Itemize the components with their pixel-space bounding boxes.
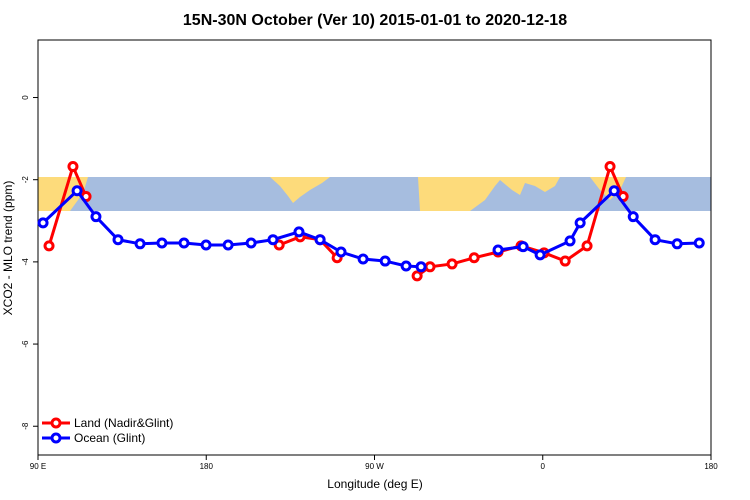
data-point (134, 238, 146, 250)
data-point (559, 255, 571, 267)
data-point (574, 217, 586, 229)
data-point (90, 211, 102, 223)
data-point (468, 252, 480, 264)
y-axis-label: XCO2 - MLO trend (ppm) (1, 181, 15, 316)
x-axis-label: Longitude (deg E) (327, 477, 422, 491)
legend: Land (Nadir&Glint)Ocean (Glint) (42, 416, 173, 445)
data-point (245, 237, 257, 249)
data-point (581, 240, 593, 252)
data-point (43, 240, 55, 252)
data-point (446, 258, 458, 270)
data-point (424, 261, 436, 273)
legend-marker (50, 417, 62, 429)
x-tick-label: 180 (200, 462, 214, 471)
data-point (604, 161, 616, 173)
data-point (411, 270, 423, 282)
data-point (608, 185, 620, 197)
data-point (200, 239, 212, 251)
data-point (67, 161, 79, 173)
data-point (267, 234, 279, 246)
data-point (112, 234, 124, 246)
y-tick-label: -4 (21, 258, 30, 266)
data-point (627, 211, 639, 223)
data-point (37, 217, 49, 229)
data-point (335, 246, 347, 258)
data-point (534, 249, 546, 261)
legend-label: Land (Nadir&Glint) (74, 416, 173, 430)
legend-label: Ocean (Glint) (74, 431, 145, 445)
data-point (178, 237, 190, 249)
data-point (71, 185, 83, 197)
x-tick-label: 0 (541, 462, 546, 471)
data-point (649, 234, 661, 246)
y-tick-label: -8 (21, 422, 30, 430)
x-tick-label: 90 W (365, 462, 384, 471)
data-point (314, 234, 326, 246)
data-point (379, 255, 391, 267)
data-point (671, 238, 683, 250)
x-tick-label: 90 E (30, 462, 46, 471)
x-tick-label: 180 (704, 462, 718, 471)
data-point (564, 235, 576, 247)
data-point (156, 237, 168, 249)
legend-marker (50, 432, 62, 444)
data-point (357, 253, 369, 265)
data-point (293, 226, 305, 238)
data-point (415, 261, 427, 273)
data-point (492, 244, 504, 256)
y-tick-label: -2 (21, 176, 30, 184)
data-point (400, 260, 412, 272)
chart-title: 15N-30N October (Ver 10) 2015-01-01 to 2… (183, 12, 567, 29)
data-point (222, 239, 234, 251)
y-tick-label: 0 (21, 95, 30, 100)
map-strip (38, 177, 711, 211)
y-tick-label: -6 (21, 340, 30, 348)
data-point (517, 241, 529, 253)
data-point (693, 237, 705, 249)
